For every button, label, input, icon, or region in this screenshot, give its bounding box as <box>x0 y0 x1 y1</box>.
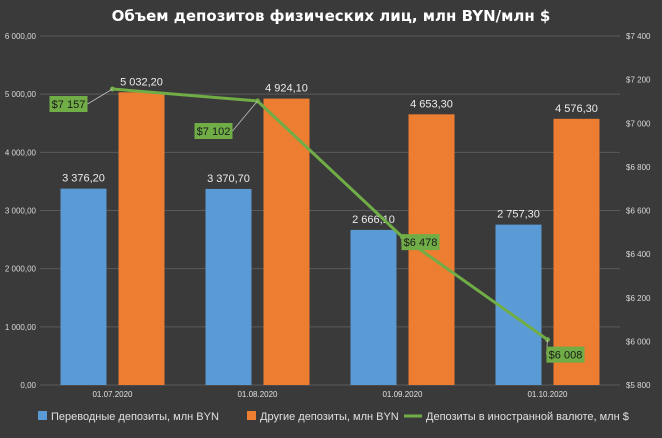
left-tick-label: 2 000,00 <box>5 265 37 274</box>
right-tick-label: $6 000 <box>626 337 651 346</box>
left-tick-label: 4 000,00 <box>5 148 37 157</box>
legend-label: Другие депозиты, млн BYN <box>260 411 399 423</box>
bar-data-label: 4 653,30 <box>410 98 453 110</box>
x-axis: 01.07.2020 01.08.2020 01.09.2020 01.10.2020 <box>92 390 568 399</box>
line-label-box <box>401 234 440 251</box>
left-tick-label: 6 000,00 <box>5 32 37 41</box>
left-axis: 0,00 1 000,00 2 000,00 3 000,00 4 000,00 5 00… <box>5 32 37 390</box>
bar-data-label: 2 666,10 <box>352 214 395 226</box>
x-tick-label: 01.10.2020 <box>527 390 568 399</box>
bar-data-label: 3 376,20 <box>62 173 105 185</box>
bar-data-label: 3 370,70 <box>207 173 250 185</box>
line-label-box <box>49 96 88 113</box>
chart-title: Объем депозитов физических лиц, млн BYN/… <box>112 7 551 25</box>
line-data-label: $6 008 <box>549 350 583 362</box>
right-tick-label: $7 000 <box>626 119 651 128</box>
bar <box>350 229 397 385</box>
x-tick-label: 01.09.2020 <box>382 390 423 399</box>
bar-data-label: 5 032,20 <box>120 76 163 88</box>
left-tick-label: 3 000,00 <box>5 207 37 216</box>
left-tick-label: 1 000,00 <box>5 323 37 332</box>
right-tick-label: $7 400 <box>626 32 651 41</box>
bar-data-label: 4 576,30 <box>555 103 598 115</box>
line-layer: $7 157 $7 102 $6 478 $6 008 <box>49 86 585 363</box>
right-tick-label: $6 800 <box>626 163 651 172</box>
legend-swatch <box>38 411 47 420</box>
right-tick-label: $6 600 <box>626 207 651 216</box>
bar-data-label: 4 924,10 <box>265 83 308 95</box>
bar <box>60 188 107 385</box>
leader-line <box>232 100 258 132</box>
bar-data-label: 2 757,30 <box>497 209 540 221</box>
bars-layer <box>60 92 600 386</box>
right-tick-label: $7 200 <box>626 76 651 85</box>
bar <box>263 98 310 386</box>
line-data-label: $6 478 <box>404 237 438 249</box>
legend-label: Переводные депозиты, млн BYN <box>51 411 219 423</box>
bar <box>118 92 165 385</box>
leader-line <box>87 88 113 105</box>
right-tick-label: $5 800 <box>626 381 651 390</box>
left-tick-label: 5 000,00 <box>5 90 37 99</box>
left-tick-label: 0,00 <box>20 381 36 390</box>
bar <box>553 118 600 385</box>
right-tick-label: $6 200 <box>626 294 651 303</box>
x-tick-label: 01.07.2020 <box>92 390 133 399</box>
series-line <box>112 87 549 341</box>
bar-labels-layer: 3 376,20 5 032,20 3 370,70 4 924,10 2 666,10… <box>62 76 598 226</box>
legend-label: Депозиты в иностранной валюте, млн $ <box>426 411 629 423</box>
line-data-label: $7 157 <box>52 99 86 111</box>
line-label-box <box>194 123 233 140</box>
line-label-box <box>546 346 585 363</box>
right-axis: $5 800 $6 000 $6 200 $6 400 $6 600 $6 800 $7 0… <box>626 32 651 390</box>
right-tick-label: $6 400 <box>626 250 651 259</box>
legend-swatch <box>247 411 256 420</box>
legend: Переводные депозиты, млн BYN Другие депоз… <box>38 411 629 423</box>
bar <box>495 224 542 385</box>
line-data-label: $7 102 <box>197 126 231 138</box>
bar <box>205 188 252 385</box>
x-tick-label: 01.08.2020 <box>237 390 278 399</box>
